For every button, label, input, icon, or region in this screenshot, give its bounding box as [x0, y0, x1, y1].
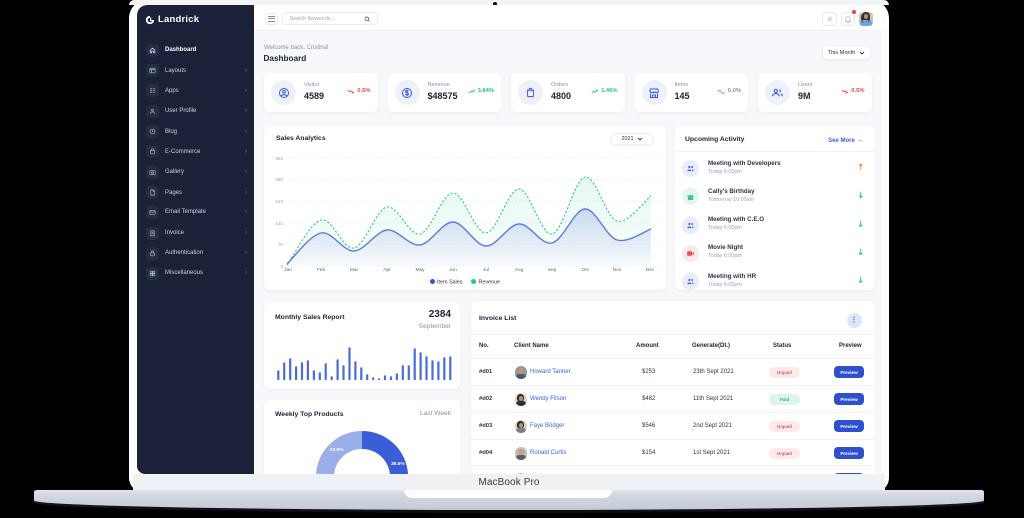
svg-text:38.5%: 38.5%	[391, 461, 405, 467]
svg-text:23.9%: 23.9%	[330, 447, 344, 453]
